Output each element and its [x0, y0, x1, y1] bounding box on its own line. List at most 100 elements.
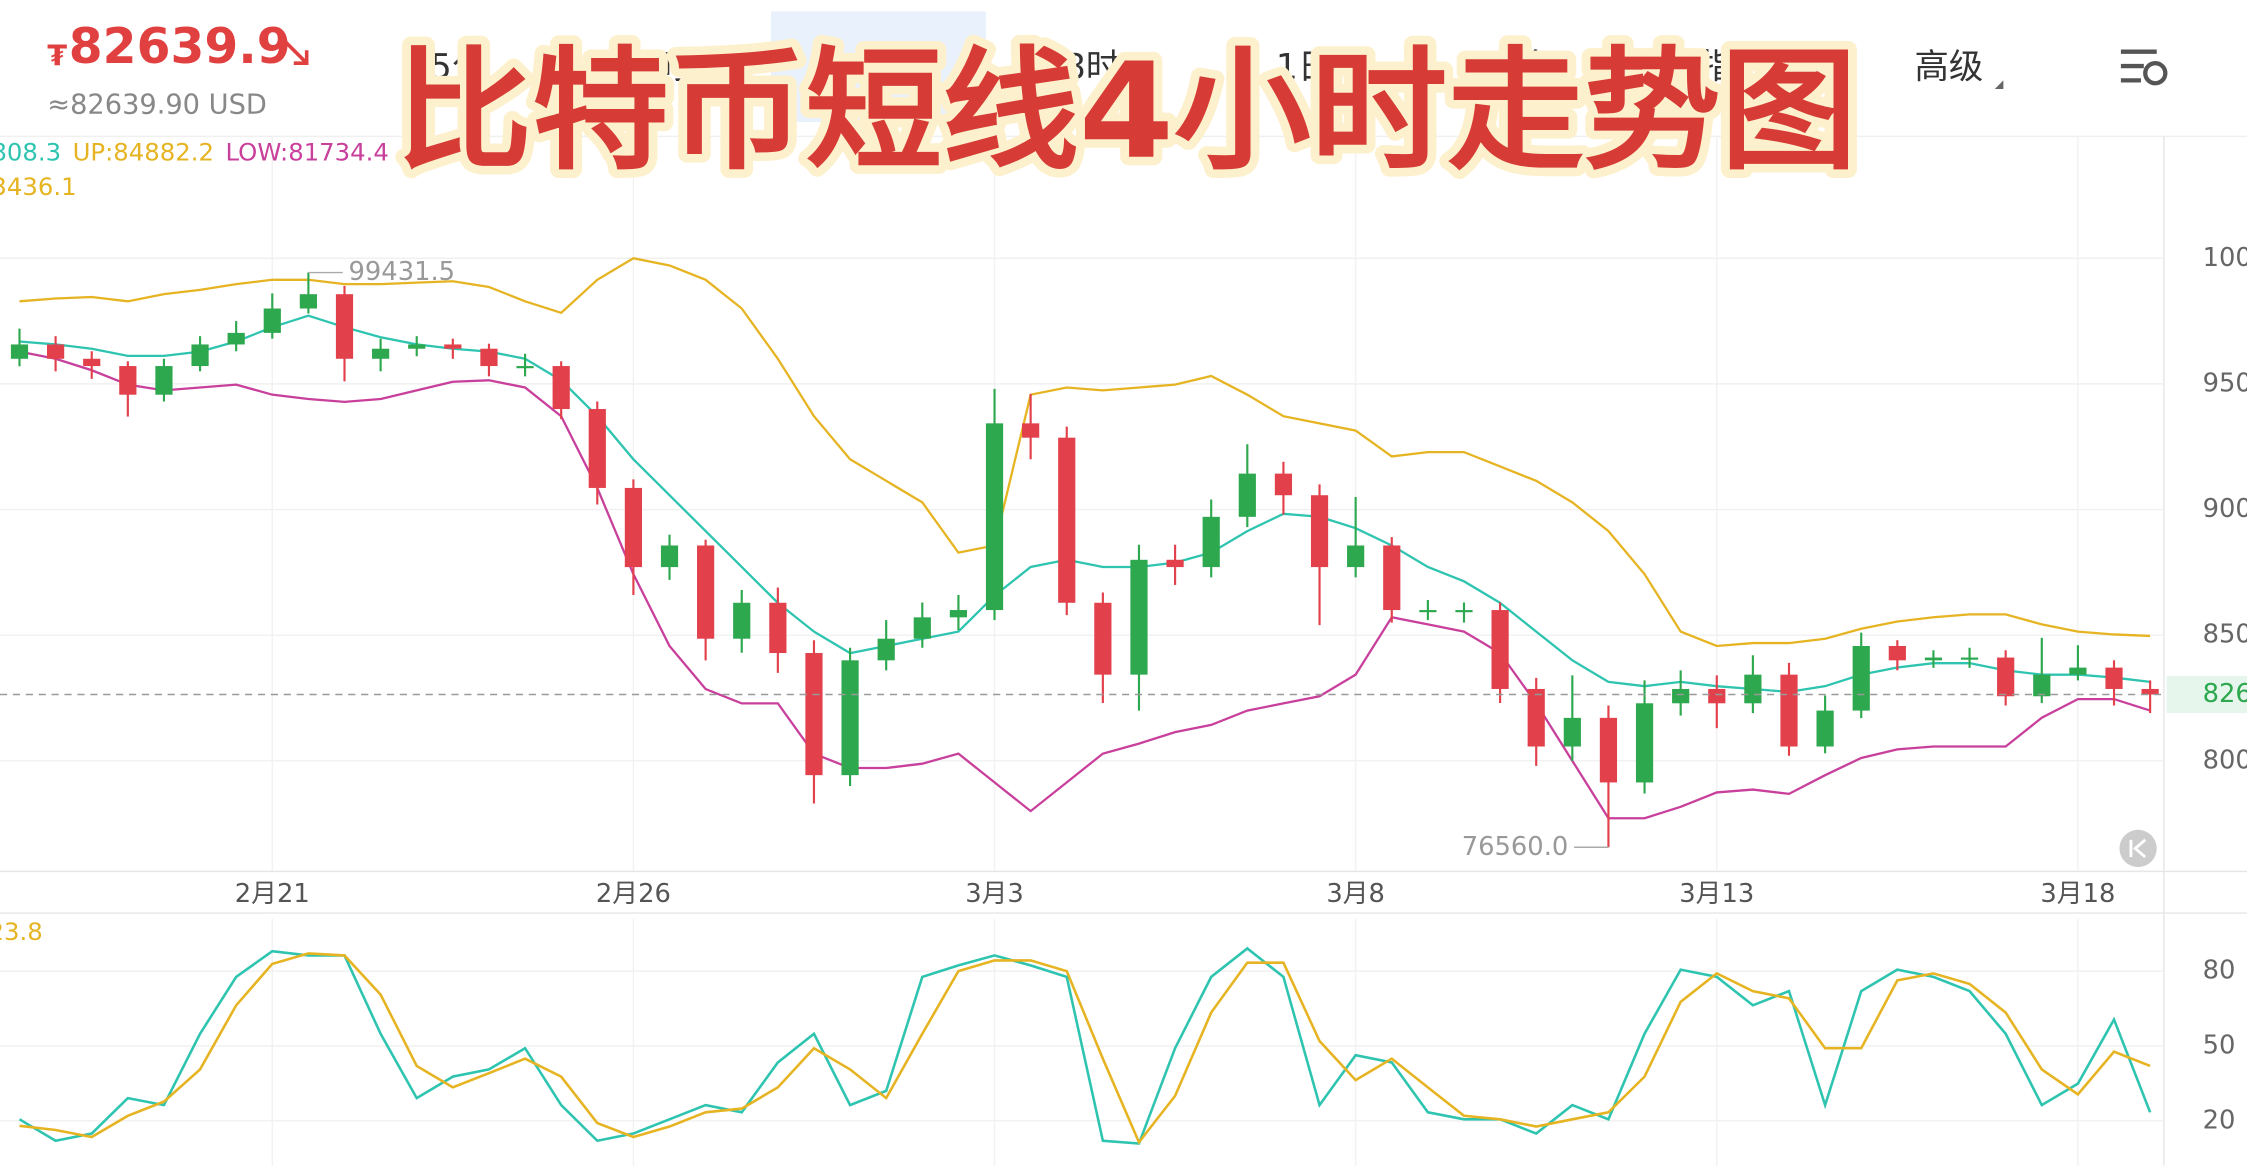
- candle-body: [1455, 610, 1473, 613]
- candle-body: [408, 344, 426, 349]
- jump-latest-button[interactable]: [2119, 829, 2157, 868]
- candle-body: [2069, 667, 2087, 675]
- currency-symbol: ₮: [47, 38, 67, 72]
- candle-body: [480, 348, 498, 367]
- legend-entry: LOW:81734.4: [225, 138, 388, 167]
- candle-body: [372, 348, 390, 359]
- candle-body: [2033, 674, 2051, 697]
- dropdown-caret: [1564, 80, 1574, 90]
- candle-body: [769, 602, 787, 654]
- candle-body: [1022, 423, 1040, 438]
- dropdown-caret: [1994, 80, 2004, 90]
- x-tick-label: 3月13: [1679, 879, 1754, 909]
- price: 82639.9: [69, 19, 291, 75]
- extreme-label: 76560.0: [1462, 832, 1569, 862]
- candle-body: [1852, 645, 1870, 711]
- candle-body: [660, 545, 679, 568]
- candle-body: [227, 332, 245, 345]
- jump-latest-icon: [2129, 838, 2147, 859]
- candle-body: [263, 308, 281, 333]
- candle-body: [805, 653, 823, 776]
- candle-body: [1599, 717, 1618, 783]
- oscillator-readout: 23.8: [0, 917, 43, 946]
- y-tick-label: 20: [2203, 1105, 2236, 1135]
- tab[interactable]: 高级: [1915, 47, 1984, 87]
- x-tick-label: 2月21: [235, 879, 310, 909]
- candle-body: [119, 366, 137, 395]
- candle-body: [1527, 688, 1545, 747]
- tab[interactable]: 1日: [1276, 47, 1332, 87]
- x-tick-label: 3月8: [1326, 879, 1385, 909]
- overlay-title: 比特币短线4小时走势图: [396, 36, 1858, 189]
- candle-body: [1310, 495, 1329, 568]
- candle-body: [299, 294, 317, 309]
- candle-body: [444, 344, 462, 349]
- active-tab-bg: [770, 11, 986, 123]
- y-tick-label: 900: [2203, 494, 2247, 524]
- candle-body: [335, 294, 354, 359]
- candle-body: [1563, 717, 1581, 747]
- settings-icon[interactable]: [2120, 49, 2168, 86]
- candle-body: [1130, 559, 1148, 675]
- x-tick-label: 3月3: [965, 879, 1024, 909]
- candle-body: [191, 344, 209, 367]
- oscillator-line: [18, 946, 2152, 1145]
- candle-body: [1419, 610, 1437, 613]
- candle-body: [516, 366, 534, 369]
- candle-body: [1202, 516, 1220, 568]
- candle-body: [552, 366, 570, 410]
- candle-body: [1960, 657, 1979, 660]
- candle-body: [877, 638, 895, 661]
- y-tick-label: 100: [2203, 243, 2247, 273]
- candle-body: [1997, 657, 2015, 697]
- candle-body: [985, 423, 1004, 611]
- candle-body: [1888, 645, 1906, 661]
- tab[interactable]: 15分: [408, 47, 486, 87]
- candle-body: [1708, 688, 1726, 704]
- x-tick-label: 2月26: [596, 879, 671, 909]
- extreme-label: 99431.5: [349, 257, 456, 287]
- tab[interactable]: 8时: [1064, 47, 1120, 87]
- last-price-box: [2166, 675, 2247, 714]
- candle-body: [841, 660, 859, 776]
- candle-body: [1816, 710, 1834, 747]
- candle-body: [10, 344, 29, 359]
- candle-body: [1383, 545, 1401, 611]
- tab[interactable]: 更多: [1485, 47, 1554, 87]
- candle-body: [1058, 437, 1076, 603]
- usd-price: ≈82639.90 USD: [47, 90, 267, 121]
- candle-body: [2105, 667, 2123, 689]
- indicator-line: [19, 350, 2151, 820]
- tab[interactable]: 4时: [849, 47, 905, 87]
- candle-body: [624, 487, 642, 568]
- candle-body: [949, 610, 968, 618]
- candle-body: [155, 366, 173, 395]
- down-arrow-icon: [282, 38, 309, 65]
- legend-entry: 3436.1: [0, 172, 77, 201]
- candle-body: [1166, 559, 1184, 568]
- candle-body: [733, 602, 751, 639]
- candle-body: [913, 617, 931, 639]
- candle-body: [588, 409, 606, 488]
- y-tick-label: 800: [2203, 745, 2247, 775]
- candle-body: [1635, 703, 1654, 783]
- candle-body: [47, 344, 65, 359]
- candle-body: [1238, 473, 1256, 517]
- candle-body: [1672, 688, 1690, 704]
- y-tick-label: 50: [2203, 1030, 2236, 1060]
- candle-body: [83, 358, 101, 367]
- y-tick-label: 950: [2203, 368, 2247, 398]
- dropdown-caret: [1779, 80, 1789, 90]
- oscillator-line: [19, 952, 2151, 1145]
- legend-entry: UP:84882.2: [73, 138, 214, 167]
- candle-body: [2141, 688, 2159, 695]
- candle-body: [1347, 545, 1365, 568]
- candle-body: [697, 545, 715, 639]
- y-tick-label: 850: [2203, 620, 2247, 650]
- last-price-label: 826: [2203, 679, 2247, 709]
- tab[interactable]: 1时: [634, 47, 690, 87]
- tab[interactable]: 指标: [1700, 47, 1769, 87]
